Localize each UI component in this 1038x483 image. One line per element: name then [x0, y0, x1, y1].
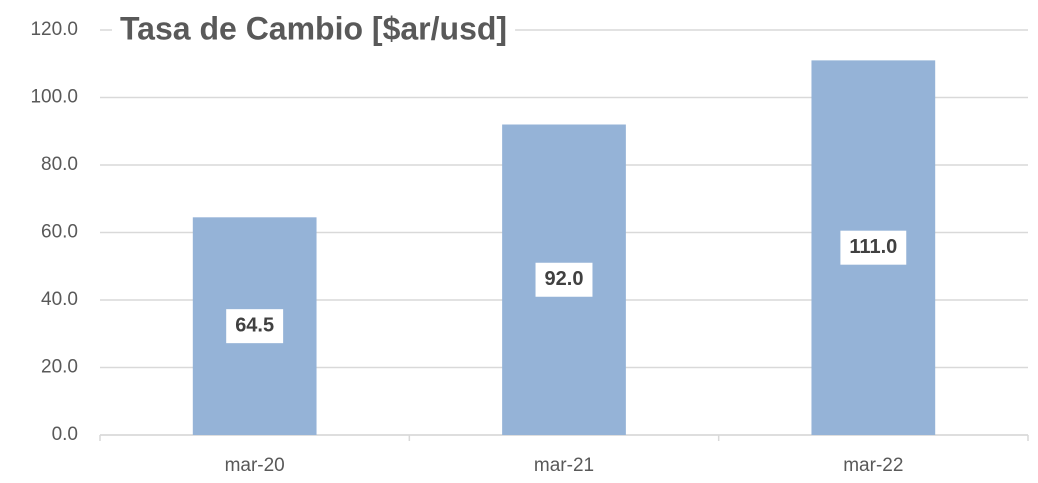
data-label-bg — [535, 262, 593, 297]
data-label: 64.5 — [235, 314, 274, 336]
x-tick-label: mar-21 — [534, 455, 594, 476]
data-label-bg — [226, 309, 284, 344]
data-label-group: 64.5 — [226, 309, 284, 344]
y-tick-label: 100.0 — [30, 87, 78, 108]
data-label-group: 92.0 — [535, 262, 593, 297]
x-tick-label: mar-20 — [225, 455, 285, 476]
title-bg — [112, 8, 516, 49]
data-label-bg — [840, 230, 907, 265]
y-tick-label: 60.0 — [41, 222, 78, 243]
y-tick-label: 80.0 — [41, 154, 78, 175]
y-tick-label: 40.0 — [41, 289, 78, 310]
chart-title: Tasa de Cambio [$ar/usd] — [120, 10, 507, 46]
x-tick-label: mar-22 — [843, 455, 903, 476]
data-label: 92.0 — [545, 268, 584, 290]
title-group: Tasa de Cambio [$ar/usd] — [112, 8, 516, 49]
y-tick-label: 20.0 — [41, 357, 78, 378]
y-tick-label: 0.0 — [52, 424, 78, 445]
y-tick-label: 120.0 — [30, 19, 78, 40]
data-label-group: 111.0 — [840, 230, 907, 265]
data-label: 111.0 — [849, 236, 897, 258]
